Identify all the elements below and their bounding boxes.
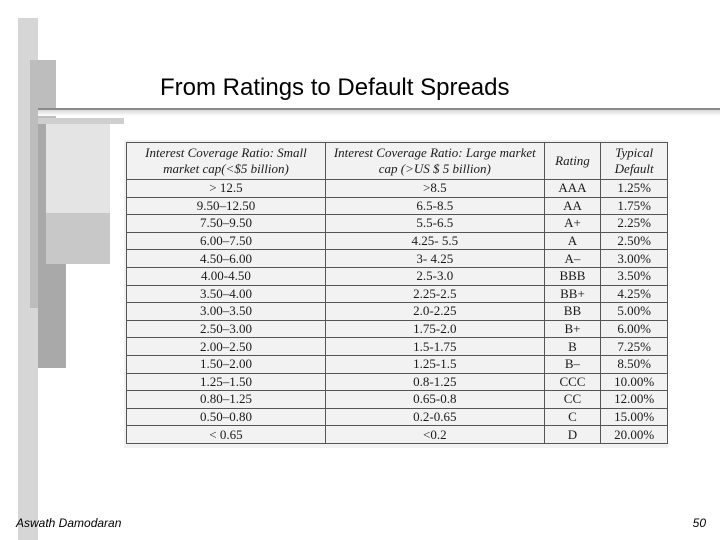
table-header-row: Interest Coverage Ratio: Small market ca… [126, 142, 668, 180]
header-rating: Rating [543, 142, 602, 180]
cell-default-spread: 2.25% [600, 214, 668, 233]
cell-rating: A+ [543, 214, 602, 233]
cell-large-cap: 2.5-3.0 [324, 266, 545, 286]
cell-default-spread: 4.25% [600, 284, 668, 304]
footer-author: Aswath Damodaran [16, 516, 122, 530]
header-default-spread: Typical Default [600, 142, 668, 180]
cell-small-cap: 1.50–2.00 [126, 354, 326, 374]
cell-large-cap: 2.0-2.25 [324, 302, 545, 321]
cell-large-cap: <0.2 [324, 425, 545, 444]
cell-large-cap: 0.2-0.65 [324, 407, 545, 427]
table-row: 4.50–6.00 3- 4.25 A– 3.00% [126, 249, 668, 268]
table-row: > 12.5 >8.5 AAA 1.25% [126, 179, 668, 198]
ratings-table-image: Interest Coverage Ratio: Small market ca… [124, 140, 668, 448]
title-divider-shadow [38, 110, 720, 116]
cell-small-cap: > 12.5 [126, 179, 326, 198]
cell-default-spread: 3.00% [600, 249, 668, 268]
table-row: 9.50–12.50 6.5-8.5 AA 1.75% [126, 196, 668, 216]
cell-large-cap: 6.5-8.5 [324, 196, 545, 216]
cell-rating: BB [543, 302, 602, 321]
table-row: 6.00–7.50 4.25- 5.5 A 2.50% [126, 231, 668, 251]
decor-bar-5 [46, 118, 110, 213]
cell-rating: C [543, 407, 602, 427]
cell-default-spread: 20.00% [600, 425, 668, 444]
table-row: 3.00–3.50 2.0-2.25 BB 5.00% [126, 302, 668, 321]
cell-rating: BBB [543, 266, 602, 286]
table-row: 0.80–1.25 0.65-0.8 CC 12.00% [126, 390, 668, 409]
cell-default-spread: 8.50% [600, 354, 668, 374]
cell-small-cap: 0.50–0.80 [126, 407, 326, 427]
cell-default-spread: 1.75% [600, 196, 668, 216]
table-row: 1.50–2.00 1.25-1.5 B– 8.50% [126, 354, 668, 374]
cell-small-cap: < 0.65 [126, 425, 326, 444]
table-row: 1.25–1.50 0.8-1.25 CCC 10.00% [126, 372, 668, 392]
cell-rating: CC [543, 390, 602, 409]
header-large-cap: Interest Coverage Ratio: Large market ca… [324, 142, 545, 180]
cell-large-cap: 1.75-2.0 [324, 319, 545, 339]
cell-rating: CCC [543, 372, 602, 392]
cell-rating: B [543, 337, 602, 356]
cell-default-spread: 3.50% [600, 266, 668, 286]
cell-large-cap: 1.5-1.75 [324, 337, 545, 356]
cell-rating: B– [543, 354, 602, 374]
cell-small-cap: 9.50–12.50 [126, 196, 326, 216]
decor-bar-6 [38, 118, 124, 124]
cell-large-cap: 3- 4.25 [324, 249, 545, 268]
header-small-cap: Interest Coverage Ratio: Small market ca… [126, 142, 326, 180]
cell-large-cap: >8.5 [324, 179, 545, 198]
table-body: > 12.5 >8.5 AAA 1.25% 9.50–12.50 6.5-8.5 AA 1.7… [126, 179, 668, 444]
cell-small-cap: 2.50–3.00 [126, 319, 326, 339]
cell-small-cap: 4.00-4.50 [126, 266, 326, 286]
cell-default-spread: 7.25% [600, 337, 668, 356]
cell-large-cap: 0.8-1.25 [324, 372, 545, 392]
cell-small-cap: 3.00–3.50 [126, 302, 326, 321]
cell-default-spread: 5.00% [600, 302, 668, 321]
table-row: 7.50–9.50 5.5-6.5 A+ 2.25% [126, 214, 668, 233]
cell-large-cap: 4.25- 5.5 [324, 231, 545, 251]
cell-large-cap: 5.5-6.5 [324, 214, 545, 233]
cell-default-spread: 2.50% [600, 231, 668, 251]
table-row: 2.00–2.50 1.5-1.75 B 7.25% [126, 337, 668, 356]
cell-small-cap: 2.00–2.50 [126, 337, 326, 356]
cell-default-spread: 1.25% [600, 179, 668, 198]
cell-rating: BB+ [543, 284, 602, 304]
footer-page-number: 50 [692, 516, 706, 530]
cell-rating: D [543, 425, 602, 444]
cell-rating: AA [543, 196, 602, 216]
cell-small-cap: 6.00–7.50 [126, 231, 326, 251]
slide-title: From Ratings to Default Spreads [160, 74, 510, 101]
cell-default-spread: 12.00% [600, 390, 668, 409]
cell-small-cap: 7.50–9.50 [126, 214, 326, 233]
ratings-table: Interest Coverage Ratio: Small market ca… [126, 142, 668, 444]
table-row: 3.50–4.00 2.25-2.5 BB+ 4.25% [126, 284, 668, 304]
cell-small-cap: 3.50–4.00 [126, 284, 326, 304]
table-row: 2.50–3.00 1.75-2.0 B+ 6.00% [126, 319, 668, 339]
table-row: 4.00-4.50 2.5-3.0 BBB 3.50% [126, 266, 668, 286]
cell-default-spread: 10.00% [600, 372, 668, 392]
cell-large-cap: 1.25-1.5 [324, 354, 545, 374]
cell-large-cap: 2.25-2.5 [324, 284, 545, 304]
cell-rating: A [543, 231, 602, 251]
cell-default-spread: 15.00% [600, 407, 668, 427]
cell-large-cap: 0.65-0.8 [324, 390, 545, 409]
cell-rating: A– [543, 249, 602, 268]
cell-small-cap: 0.80–1.25 [126, 390, 326, 409]
cell-small-cap: 1.25–1.50 [126, 372, 326, 392]
table-row: 0.50–0.80 0.2-0.65 C 15.00% [126, 407, 668, 427]
cell-rating: AAA [543, 179, 602, 198]
title-divider [38, 108, 720, 110]
cell-rating: B+ [543, 319, 602, 339]
table-row: < 0.65 <0.2 D 20.00% [126, 425, 668, 444]
cell-default-spread: 6.00% [600, 319, 668, 339]
cell-small-cap: 4.50–6.00 [126, 249, 326, 268]
